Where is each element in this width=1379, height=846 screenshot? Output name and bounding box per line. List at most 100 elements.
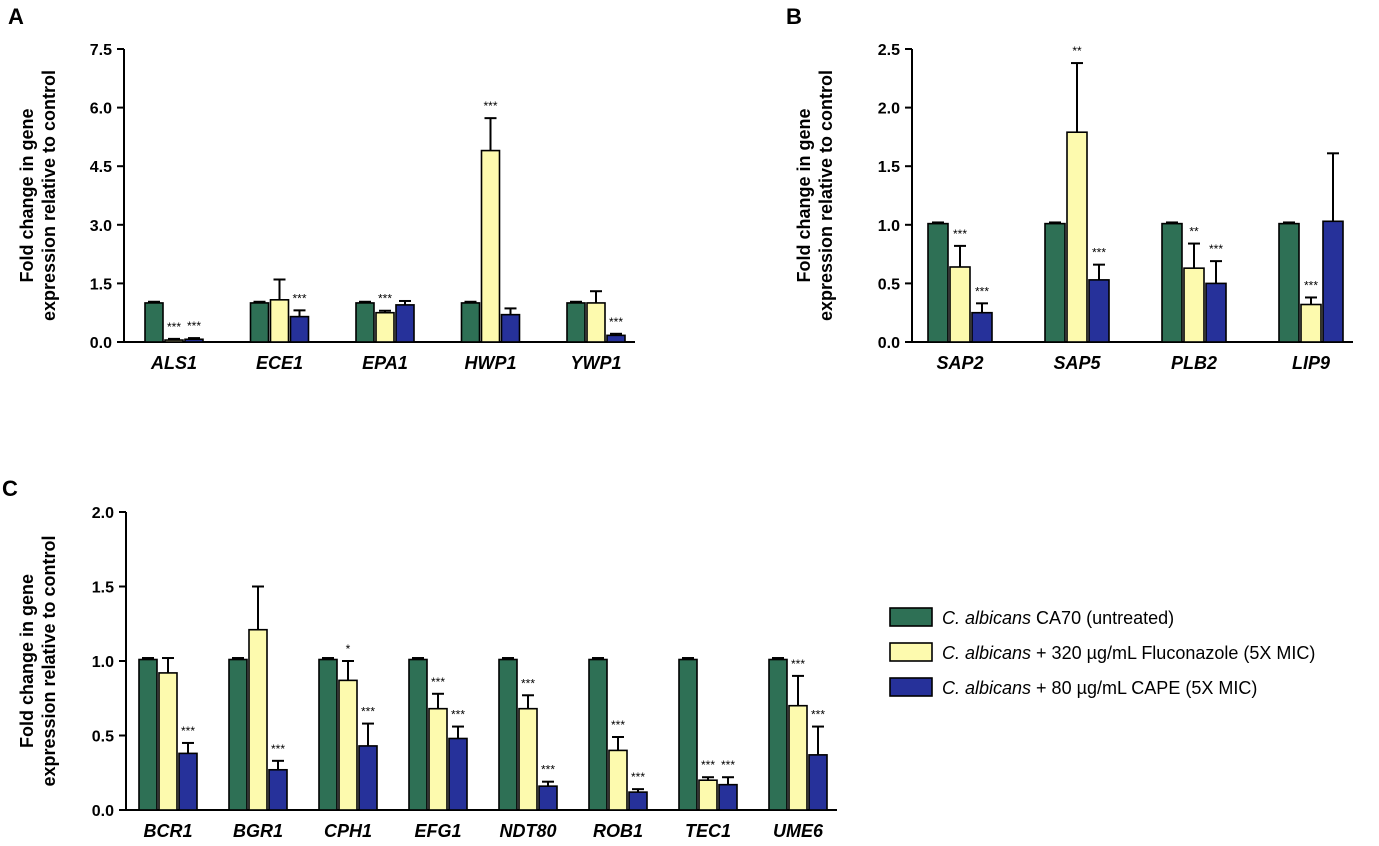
significance-mark: * (346, 642, 351, 656)
bar-cape-hwp1 (500, 313, 521, 343)
bar-untreated-ume6 (768, 658, 788, 811)
x-category-label: ECE1 (256, 353, 303, 373)
bar-fluconazole-bcr1 (158, 672, 178, 811)
legend-swatch-cape (889, 677, 933, 697)
y-tick-label: 1.0 (92, 654, 114, 671)
x-category-label: SAP5 (1053, 353, 1101, 373)
legend-species: C. albicans (942, 643, 1031, 663)
significance-mark: *** (811, 708, 825, 722)
y-axis-label-line: expression relative to control (39, 535, 59, 786)
bar-fluconazole-plb2 (1183, 267, 1205, 343)
y-tick-label: 0.5 (92, 729, 114, 746)
bar-cape-efg1 (448, 737, 468, 811)
bar-cape-bgr1 (268, 768, 288, 811)
bar-untreated-bcr1 (138, 658, 158, 811)
y-axis-label: Fold change in gene expression relative t… (17, 535, 59, 786)
bar-cape-cph1 (358, 745, 378, 811)
y-tick-label: 2.0 (92, 505, 114, 522)
bar-cape-bcr1 (178, 752, 198, 811)
x-category-label: ALS1 (150, 353, 197, 373)
y-axis-label: Fold change in gene expression relative t… (794, 70, 836, 321)
significance-mark: *** (631, 770, 645, 784)
significance-mark: *** (431, 675, 445, 689)
significance-mark: ** (1189, 225, 1199, 239)
bar-fluconazole-hwp1 (480, 149, 501, 343)
bar-fluconazole-sap2 (949, 266, 971, 343)
legend-treatment: + 80 µg/mL CAPE (5X MIC) (1031, 678, 1257, 698)
x-category-label: PLB2 (1171, 353, 1217, 373)
x-category-label: TEC1 (685, 821, 731, 841)
bar-cape-ece1 (289, 315, 310, 343)
bar-fluconazole-efg1 (428, 707, 448, 811)
significance-mark: *** (611, 718, 625, 732)
bar-untreated-ece1 (249, 302, 270, 343)
bar-fluconazole-rob1 (608, 749, 628, 811)
x-category-label: YWP1 (570, 353, 621, 373)
legend-swatch-untreated (889, 607, 933, 627)
bar-untreated-ndt80 (498, 658, 518, 811)
y-tick-label: 3.0 (90, 218, 112, 235)
bar-untreated-tec1 (678, 658, 698, 811)
x-category-label: LIP9 (1292, 353, 1330, 373)
bar-cape-ume6 (808, 754, 828, 811)
y-tick-label: 0.0 (90, 335, 112, 352)
bar-fluconazole-ume6 (788, 704, 808, 811)
bar-cape-plb2 (1205, 282, 1227, 343)
y-axis-label: Fold change in gene expression relative t… (17, 70, 59, 321)
significance-mark: *** (701, 758, 715, 772)
chart-panel-a: A Fold change in gene expression relative … (8, 4, 635, 373)
y-axis-label-line: expression relative to control (816, 70, 836, 321)
legend-label-fluconazole: C. albicans + 320 µg/mL Fluconazole (5X … (942, 643, 1315, 663)
y-tick-label: 0.0 (878, 335, 900, 352)
bar-fluconazole-sap5 (1066, 131, 1088, 343)
bar-untreated-efg1 (408, 658, 428, 811)
significance-mark: *** (1304, 278, 1318, 292)
panel-label: A (8, 4, 24, 29)
legend-species: C. albicans (942, 678, 1031, 698)
x-category-label: NDT80 (499, 821, 556, 841)
bar-cape-sap2 (971, 311, 993, 343)
bar-cape-ndt80 (538, 785, 558, 811)
significance-mark: *** (791, 657, 805, 671)
panel-label: B (786, 4, 802, 29)
bar-untreated-cph1 (318, 658, 338, 811)
significance-mark: *** (721, 758, 735, 772)
bar-untreated-lip9 (1278, 222, 1300, 343)
significance-mark: *** (451, 708, 465, 722)
significance-mark: *** (292, 291, 306, 305)
bar-cape-sap5 (1088, 279, 1110, 343)
x-category-label: ROB1 (593, 821, 643, 841)
significance-mark: *** (1092, 246, 1106, 260)
bar-cape-rob1 (628, 791, 648, 811)
bar-untreated-epa1 (355, 302, 375, 343)
bar-untreated-als1 (144, 302, 164, 343)
x-category-label: CPH1 (324, 821, 372, 841)
x-category-label: HWP1 (464, 353, 516, 373)
bar-cape-epa1 (395, 304, 415, 343)
bar-cape-als1 (184, 338, 204, 343)
legend-swatch-fluconazole (889, 642, 933, 662)
y-tick-label: 7.5 (90, 42, 112, 59)
y-tick-label: 2.5 (878, 42, 900, 59)
significance-mark: *** (541, 763, 555, 777)
significance-mark: *** (181, 724, 195, 738)
bar-cape-lip9 (1322, 220, 1344, 343)
y-tick-label: 2.0 (878, 101, 900, 118)
y-axis-label-line: Fold change in gene (794, 108, 814, 282)
y-tick-label: 0.0 (92, 803, 114, 820)
legend-label-cape: C. albicans + 80 µg/mL CAPE (5X MIC) (942, 678, 1257, 698)
significance-mark: *** (975, 284, 989, 298)
bar-untreated-plb2 (1161, 222, 1183, 343)
significance-mark: *** (521, 676, 535, 690)
significance-mark: *** (1209, 242, 1223, 256)
bar-fluconazole-bgr1 (248, 628, 268, 811)
x-category-label: EPA1 (362, 353, 408, 373)
bar-fluconazole-ece1 (269, 299, 290, 343)
bar-untreated-hwp1 (460, 302, 481, 343)
bar-cape-tec1 (718, 783, 738, 811)
legend-species: C. albicans (942, 608, 1031, 628)
bar-untreated-sap2 (927, 222, 949, 343)
bar-untreated-rob1 (588, 658, 608, 811)
